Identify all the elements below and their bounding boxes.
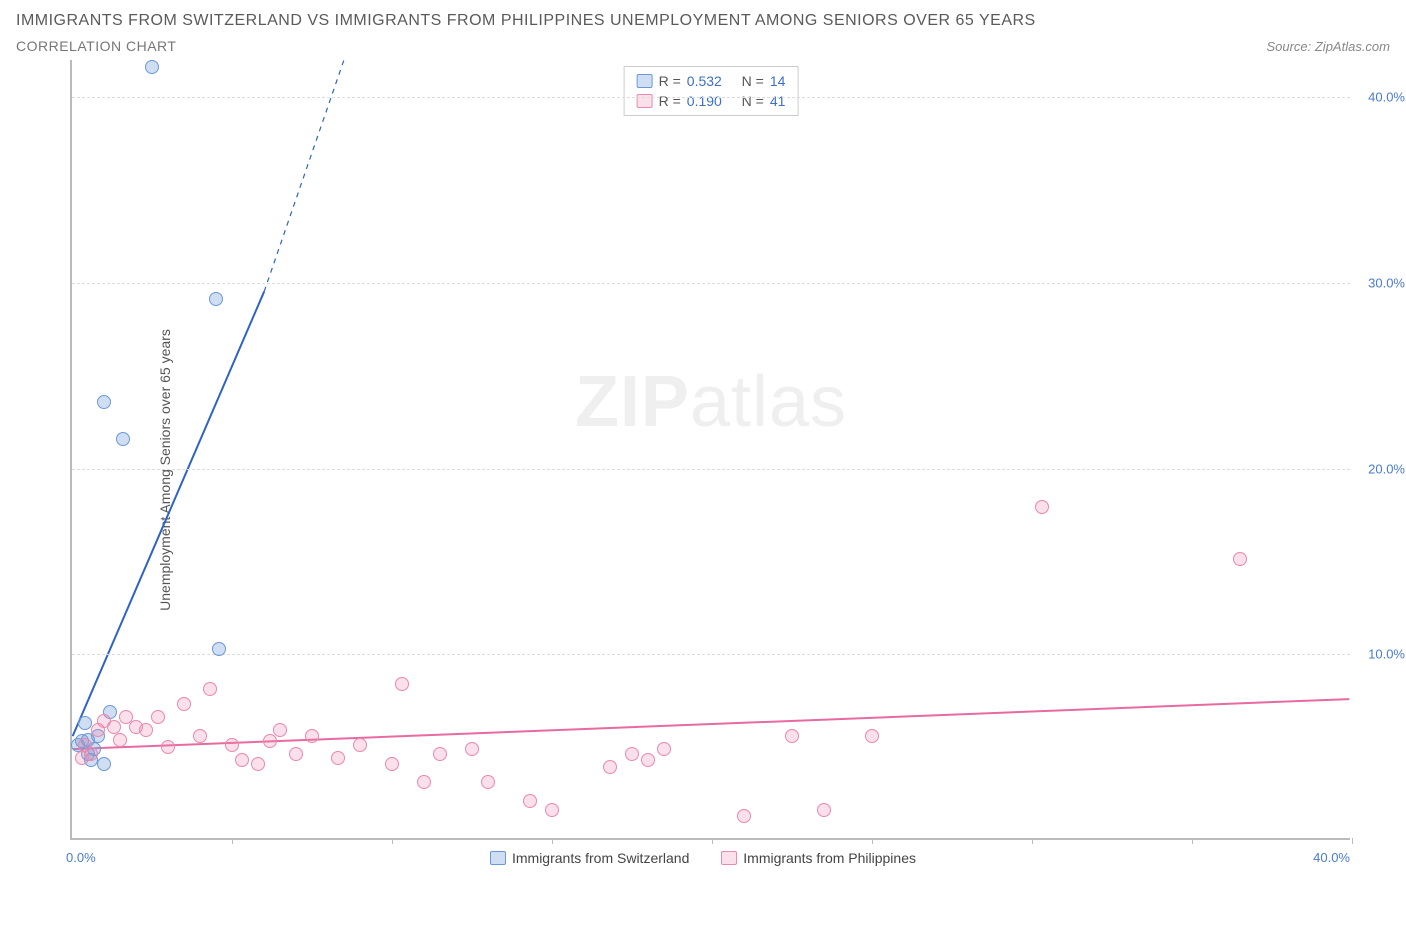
x-tick <box>552 838 553 844</box>
x-tick <box>1192 838 1193 844</box>
data-point <box>603 760 617 774</box>
y-tick-label: 10.0% <box>1355 647 1405 662</box>
data-point <box>84 747 98 761</box>
data-point <box>433 747 447 761</box>
data-point <box>139 723 153 737</box>
data-point <box>1035 500 1049 514</box>
data-point <box>251 757 265 771</box>
data-point <box>235 753 249 767</box>
data-point <box>203 682 217 696</box>
swatch-blue-icon <box>637 74 653 88</box>
data-point <box>78 716 92 730</box>
data-point <box>177 697 191 711</box>
data-point <box>161 740 175 754</box>
data-point <box>113 733 127 747</box>
r-label: R = <box>659 93 681 109</box>
chart-area: Unemployment Among Seniors over 65 years… <box>16 60 1390 880</box>
legend-label: Immigrants from Philippines <box>743 850 916 866</box>
source-prefix: Source: <box>1266 39 1314 54</box>
title-block: IMMIGRANTS FROM SWITZERLAND VS IMMIGRANT… <box>16 12 1036 54</box>
watermark-zip: ZIP <box>575 362 690 442</box>
x-tick <box>1032 838 1033 844</box>
data-point <box>481 775 495 789</box>
data-point <box>97 395 111 409</box>
data-point <box>289 747 303 761</box>
gridline <box>72 97 1350 98</box>
legend-item-switzerland: Immigrants from Switzerland <box>490 850 689 866</box>
n-value: 14 <box>770 73 786 89</box>
legend-item-philippines: Immigrants from Philippines <box>721 850 916 866</box>
scatter-plot: ZIPatlas R = 0.532 N = 14 R = 0.190 N = … <box>70 60 1350 840</box>
data-point <box>395 677 409 691</box>
legend-label: Immigrants from Switzerland <box>512 850 689 866</box>
legend-row-switzerland: R = 0.532 N = 14 <box>637 71 786 91</box>
data-point <box>385 757 399 771</box>
r-value: 0.190 <box>687 93 722 109</box>
n-label: N = <box>742 93 764 109</box>
data-point <box>523 794 537 808</box>
correlation-legend: R = 0.532 N = 14 R = 0.190 N = 41 <box>624 66 799 116</box>
series-legend: Immigrants from Switzerland Immigrants f… <box>16 850 1390 868</box>
data-point <box>465 742 479 756</box>
n-label: N = <box>742 73 764 89</box>
x-tick <box>872 838 873 844</box>
data-point <box>353 738 367 752</box>
trend-lines <box>72 60 1350 838</box>
r-label: R = <box>659 73 681 89</box>
data-point <box>273 723 287 737</box>
data-point <box>151 710 165 724</box>
data-point <box>225 738 239 752</box>
x-tick <box>712 838 713 844</box>
data-point <box>107 720 121 734</box>
data-point <box>417 775 431 789</box>
data-point <box>641 753 655 767</box>
swatch-blue-icon <box>490 851 506 865</box>
data-point <box>193 729 207 743</box>
chart-header: IMMIGRANTS FROM SWITZERLAND VS IMMIGRANT… <box>16 12 1390 54</box>
y-tick-label: 20.0% <box>1355 461 1405 476</box>
swatch-pink-icon <box>721 851 737 865</box>
data-point <box>1233 552 1247 566</box>
watermark: ZIPatlas <box>575 361 847 443</box>
data-point <box>625 747 639 761</box>
swatch-pink-icon <box>637 94 653 108</box>
data-point <box>97 757 111 771</box>
data-point <box>657 742 671 756</box>
n-value: 41 <box>770 93 786 109</box>
chart-title: IMMIGRANTS FROM SWITZERLAND VS IMMIGRANT… <box>16 12 1036 30</box>
chart-subtitle: CORRELATION CHART <box>16 38 1036 54</box>
r-value: 0.532 <box>687 73 722 89</box>
x-tick <box>392 838 393 844</box>
data-point <box>263 734 277 748</box>
data-point <box>865 729 879 743</box>
data-point <box>331 751 345 765</box>
gridline <box>72 283 1350 284</box>
gridline <box>72 654 1350 655</box>
data-point <box>305 729 319 743</box>
data-point <box>116 432 130 446</box>
data-point <box>545 803 559 817</box>
y-tick-label: 40.0% <box>1355 90 1405 105</box>
data-point <box>785 729 799 743</box>
data-point <box>209 292 223 306</box>
watermark-atlas: atlas <box>690 362 847 442</box>
gridline <box>72 469 1350 470</box>
y-tick-label: 30.0% <box>1355 275 1405 290</box>
x-tick <box>1352 838 1353 844</box>
source-name: ZipAtlas.com <box>1315 39 1390 54</box>
source-attribution: Source: ZipAtlas.com <box>1266 39 1390 54</box>
data-point <box>737 809 751 823</box>
legend-row-philippines: R = 0.190 N = 41 <box>637 91 786 111</box>
x-tick <box>232 838 233 844</box>
data-point <box>817 803 831 817</box>
data-point <box>212 642 226 656</box>
data-point <box>145 60 159 74</box>
